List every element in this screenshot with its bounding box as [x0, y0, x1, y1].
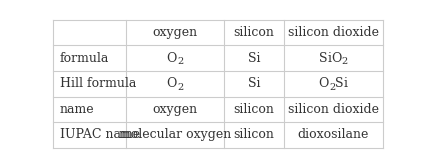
Text: silicon: silicon	[234, 26, 275, 39]
Text: Hill formula: Hill formula	[60, 77, 136, 90]
Text: silicon dioxide: silicon dioxide	[288, 26, 379, 39]
Text: O: O	[167, 52, 177, 65]
Text: 2: 2	[341, 57, 348, 66]
Text: IUPAC name: IUPAC name	[60, 128, 140, 141]
Text: formula: formula	[60, 52, 109, 65]
Text: Si: Si	[248, 77, 260, 90]
Text: Si: Si	[248, 52, 260, 65]
Text: oxygen: oxygen	[153, 26, 198, 39]
Text: oxygen: oxygen	[153, 103, 198, 116]
Text: molecular oxygen: molecular oxygen	[119, 128, 231, 141]
Text: i: i	[344, 77, 348, 90]
Text: O: O	[318, 77, 329, 90]
Text: O: O	[331, 52, 341, 65]
Text: 2: 2	[177, 83, 183, 91]
Text: dioxosilane: dioxosilane	[298, 128, 369, 141]
Text: i: i	[327, 52, 331, 65]
Text: silicon dioxide: silicon dioxide	[288, 103, 379, 116]
Text: name: name	[60, 103, 94, 116]
Text: S: S	[335, 77, 344, 90]
Text: silicon: silicon	[234, 103, 275, 116]
Text: O: O	[167, 77, 177, 90]
Text: S: S	[318, 52, 327, 65]
Text: 2: 2	[329, 83, 335, 91]
Text: 2: 2	[177, 57, 183, 66]
Text: silicon: silicon	[234, 128, 275, 141]
